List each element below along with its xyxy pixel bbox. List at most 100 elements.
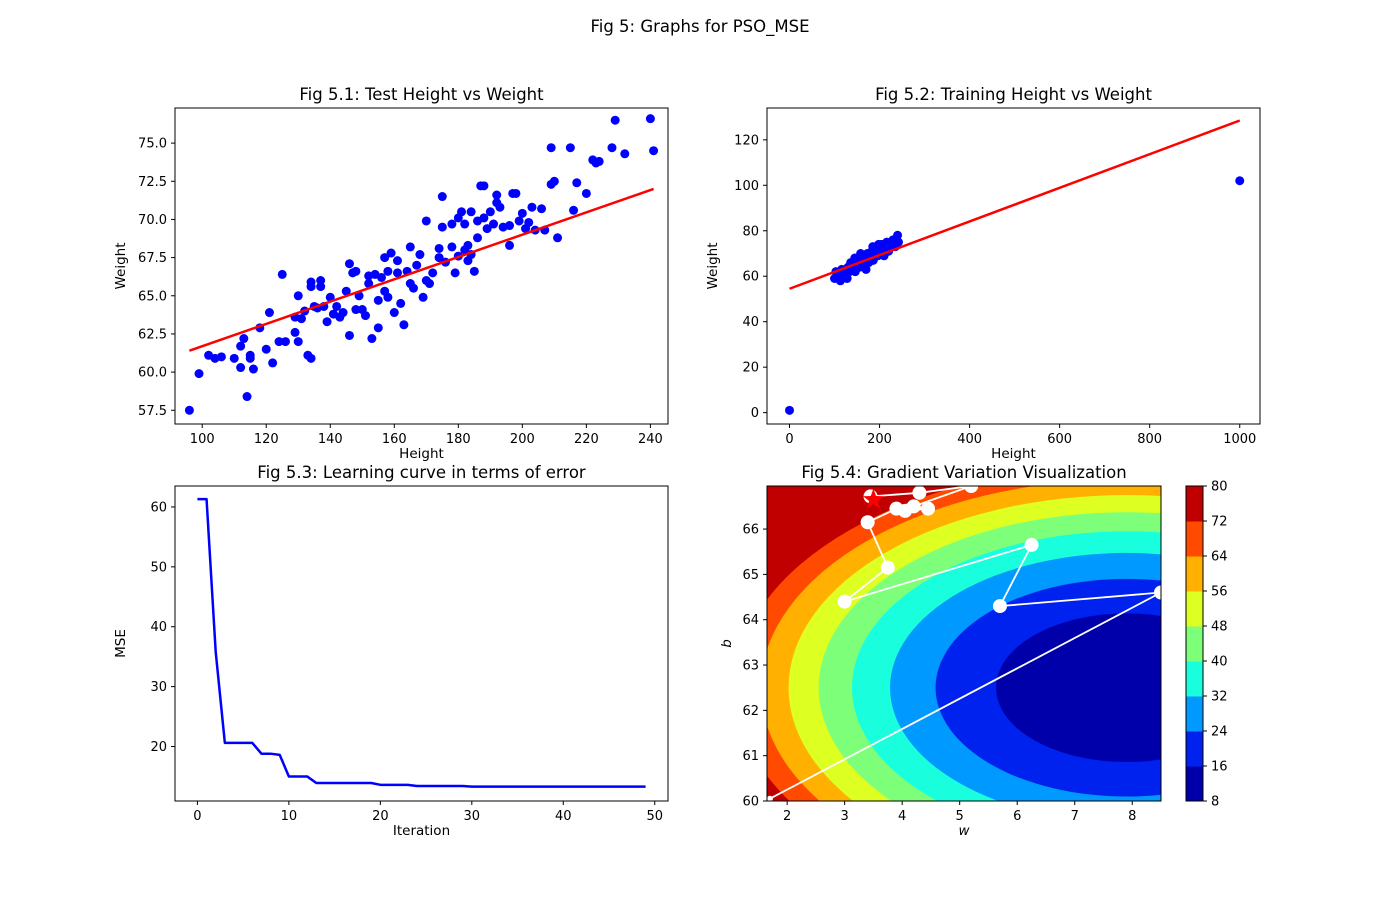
scatter-point [565, 143, 575, 153]
y-tick-label: 0 [751, 406, 759, 421]
x-tick-label: 160 [382, 432, 407, 447]
y-tick-label: 65 [742, 568, 759, 583]
scatter-point [447, 242, 457, 252]
scatter-point [274, 337, 284, 347]
plot-frame [766, 485, 1162, 802]
scatter-point [527, 202, 537, 212]
x-tick-label: 0 [785, 432, 793, 447]
x-tick-label: 240 [638, 432, 663, 447]
x-tick-label: 400 [957, 432, 982, 447]
scatter-point [425, 279, 435, 289]
scatter-point [268, 358, 278, 368]
scatter-point [376, 272, 386, 282]
scatter-point [373, 295, 383, 305]
scatter-point [338, 308, 348, 318]
x-tick-label: 10 [281, 809, 298, 824]
scatter-point [524, 217, 534, 227]
x-tick-label: 2 [783, 809, 791, 824]
scatter-point [466, 207, 476, 217]
scatter-point [332, 301, 342, 311]
scatter-point [482, 224, 492, 234]
scatter-point [392, 256, 402, 266]
x-tick-label: 20 [372, 809, 389, 824]
contour-band [996, 613, 1161, 763]
scatter-point [785, 405, 795, 415]
colorbar-tick-label: 72 [1211, 515, 1228, 530]
scatter-point [505, 240, 515, 250]
y-tick-label: 57.5 [138, 404, 167, 419]
scatter-point [842, 274, 852, 284]
pso-path-line [769, 486, 1161, 800]
scatter-point [306, 277, 316, 287]
pso-path-point [964, 486, 979, 493]
pso-path-point [767, 795, 773, 801]
y-tick-label: 20 [742, 361, 759, 376]
colorbar-band [1186, 661, 1203, 697]
scatter-point [229, 353, 239, 363]
scatter-point [245, 353, 255, 363]
y-tick-label: 80 [742, 224, 759, 239]
panel-title: Fig 5.3: Learning curve in terms of erro… [257, 463, 586, 482]
x-axis-label: Height [991, 446, 1036, 462]
pso-path-point [880, 560, 895, 575]
x-axis-label: Iteration [393, 823, 450, 839]
colorbar-band [1186, 521, 1203, 557]
scatter-point [236, 341, 246, 351]
scatter-point [1235, 176, 1245, 186]
scatter-point [428, 268, 438, 278]
x-tick-label: 5 [956, 809, 964, 824]
scatter-point [437, 222, 447, 232]
scatter-point [290, 327, 300, 337]
y-tick-label: 120 [734, 133, 759, 148]
scatter-point [194, 369, 204, 379]
scatter-point [649, 146, 659, 156]
y-tick-label: 70.0 [138, 213, 167, 228]
y-tick-label: 72.5 [138, 175, 167, 190]
colorbar-band [1186, 556, 1203, 592]
scatter-point [874, 239, 884, 249]
scatter-point [537, 204, 547, 214]
pso-path-point [860, 515, 875, 530]
scatter-point [248, 364, 258, 374]
y-tick-label: 75.0 [138, 137, 167, 152]
colorbar-tick-label: 40 [1211, 655, 1228, 670]
y-tick-label: 20 [150, 740, 167, 755]
y-tick-label: 100 [734, 179, 759, 194]
scatter-point [280, 337, 290, 347]
y-tick-label: 60 [742, 270, 759, 285]
scatter-point [360, 311, 370, 321]
scatter-point [306, 353, 316, 363]
scatter-point [399, 320, 409, 330]
panels: 100 120 140 160 180 200 220 24057.560.062.565.0… [113, 85, 1261, 839]
scatter-point [418, 292, 428, 302]
scatter-point [594, 156, 604, 166]
scatter-point [517, 208, 527, 218]
scatter-point [861, 264, 871, 274]
panel-fig51: 100 120 140 160 180 200 220 240 57.5 60.0 62.5 65.0… [113, 85, 669, 462]
scatter-point [344, 330, 354, 340]
regression-line [188, 187, 655, 352]
y-tick-label: 62.5 [138, 327, 167, 342]
scatter-point [364, 279, 374, 289]
scatter-point [463, 240, 473, 250]
pso-path-point [837, 594, 852, 609]
scatter-point [293, 337, 303, 347]
scatter-point [421, 216, 431, 226]
scatter-point [546, 143, 556, 153]
colorbar-tick-label: 24 [1211, 725, 1228, 740]
x-tick-label: 50 [646, 809, 663, 824]
panel-title: Fig 5.1: Test Height vs Weight [299, 85, 544, 104]
scatter-point [856, 248, 866, 258]
plot-frame [174, 107, 669, 425]
y-tick-label: 30 [150, 680, 167, 695]
colorbar-frame [1185, 485, 1204, 802]
plot-area [767, 486, 1161, 801]
scatter-point [485, 207, 495, 217]
scatter-point [469, 266, 479, 276]
plot-frame [174, 485, 669, 802]
scatter-point [383, 292, 393, 302]
scatter-point [277, 269, 287, 279]
scatter-point [460, 219, 470, 229]
x-axis-label: w [958, 823, 970, 839]
scatter-point [396, 298, 406, 308]
